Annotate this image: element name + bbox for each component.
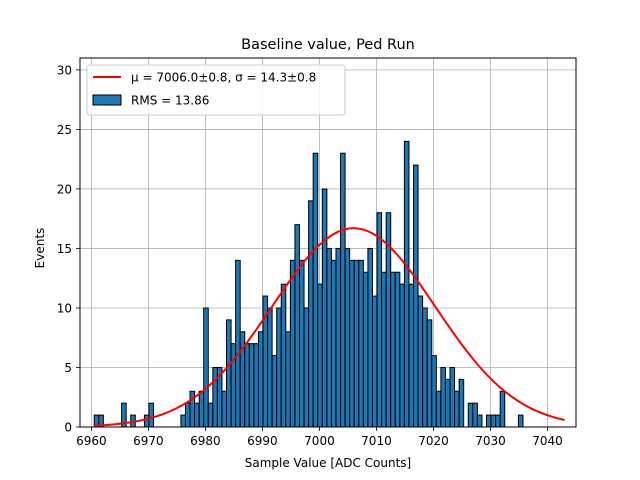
- histogram-bar: [335, 247, 342, 428]
- histogram-bar: [184, 402, 191, 428]
- histogram-bar: [349, 259, 355, 428]
- histogram-bar: [308, 200, 314, 428]
- histogram-bar: [276, 307, 282, 428]
- x-tick-label: 7020: [418, 434, 449, 448]
- histogram-bar: [390, 271, 396, 428]
- histogram-bar: [321, 188, 328, 428]
- histogram-bar: [303, 307, 310, 428]
- histogram-bar: [413, 164, 419, 428]
- y-tick-label: 0: [64, 421, 72, 435]
- histogram-bar: [285, 331, 291, 428]
- histogram-bar: [230, 343, 237, 428]
- histogram-bar: [426, 319, 433, 428]
- histogram-bar: [148, 402, 155, 428]
- histogram-bar: [440, 366, 446, 428]
- x-tick-label: 7040: [532, 434, 563, 448]
- y-axis-label: Events: [33, 228, 47, 269]
- gaussian-fit-curve: [94, 227, 565, 427]
- x-tick-label: 7000: [304, 434, 335, 448]
- chart-title: Baseline value, Ped Run: [241, 37, 415, 53]
- histogram-bar: [485, 414, 492, 428]
- legend-fit-label: μ = 7006.0±0.8, σ = 14.3±0.8: [131, 71, 316, 85]
- histogram-bar: [376, 212, 383, 428]
- y-tick-label: 25: [57, 123, 72, 137]
- y-axis-ticks: 0 5 10 15 20 25 30: [57, 63, 80, 435]
- legend: μ = 7006.0±0.8, σ = 14.3±0.8 RMS = 13.86: [86, 64, 346, 116]
- histogram-bar: [472, 402, 478, 428]
- histogram-bar: [499, 390, 506, 428]
- histogram-bar: [353, 259, 360, 428]
- histogram-bar: [180, 414, 186, 428]
- histogram-bar: [235, 259, 241, 428]
- x-tick-label: 7030: [475, 434, 506, 448]
- histogram-bar: [371, 295, 378, 428]
- x-axis-label: Sample Value [ADC Counts]: [245, 456, 411, 470]
- histogram-bar: [280, 283, 287, 428]
- histogram-bar: [517, 414, 524, 428]
- legend-box: [86, 64, 346, 116]
- histogram-bar: [381, 271, 387, 428]
- histogram-bar: [449, 366, 456, 428]
- histogram-bar: [317, 283, 323, 428]
- histogram-bar: [399, 283, 405, 428]
- histogram-bar: [326, 247, 332, 428]
- histogram-bar: [444, 378, 451, 428]
- histogram-bar: [417, 295, 424, 428]
- y-tick-label: 30: [57, 63, 72, 77]
- histogram-bar: [490, 414, 497, 428]
- histogram-bar: [289, 259, 296, 428]
- histogram-bar: [294, 224, 300, 428]
- histogram-bar: [422, 307, 428, 428]
- histogram-bar: [344, 247, 351, 428]
- histogram-bar: [403, 140, 410, 428]
- histogram-bar: [226, 319, 232, 428]
- histogram-bar: [454, 390, 460, 428]
- histogram-bar: [143, 414, 150, 428]
- histogram-bar: [362, 271, 369, 428]
- x-tick-label: 6980: [190, 434, 221, 448]
- y-tick-label: 10: [57, 301, 72, 315]
- histogram-bar: [253, 343, 259, 428]
- histogram-bar: [257, 331, 264, 428]
- histogram-bars: [93, 140, 524, 428]
- histogram-bar: [358, 259, 364, 428]
- histogram-bar: [248, 343, 255, 428]
- x-axis-ticks: 6960 6970 6980 6990 7000 7010 7020 7030 7040: [76, 427, 563, 448]
- x-tick-label: 6970: [133, 434, 164, 448]
- histogram-bar: [271, 355, 278, 428]
- histogram-bar: [458, 378, 465, 428]
- histogram-bar: [394, 271, 401, 428]
- histogram-bar: [340, 152, 346, 428]
- histogram-bar: [330, 259, 337, 428]
- histogram-bar: [198, 390, 205, 428]
- y-tick-label: 15: [57, 242, 72, 256]
- histogram-bar: [194, 402, 200, 428]
- histogram-bar: [312, 152, 319, 428]
- histogram-bar: [267, 307, 273, 428]
- plot-frame: [79, 57, 577, 428]
- histogram-bar: [408, 283, 415, 428]
- histogram-bar: [431, 355, 437, 428]
- y-tick-label: 20: [57, 182, 72, 196]
- histogram-bar: [367, 247, 373, 428]
- histogram-bar: [467, 402, 474, 428]
- x-tick-label: 6960: [76, 434, 107, 448]
- histogram-bar: [207, 402, 214, 428]
- histogram-bar: [221, 390, 228, 428]
- x-tick-label: 7010: [361, 434, 392, 448]
- histogram-bar: [203, 307, 209, 428]
- histogram-bar: [476, 414, 483, 428]
- histogram-bar: [495, 414, 501, 428]
- legend-rms-label: RMS = 13.86: [131, 94, 209, 108]
- x-tick-label: 6990: [247, 434, 278, 448]
- legend-rms-patch-swatch: [92, 94, 122, 106]
- histogram-bar: [298, 259, 305, 428]
- histogram-bar: [212, 366, 218, 428]
- y-tick-label: 5: [64, 361, 72, 375]
- histogram-bar: [244, 343, 250, 428]
- histogram-bar: [435, 390, 442, 428]
